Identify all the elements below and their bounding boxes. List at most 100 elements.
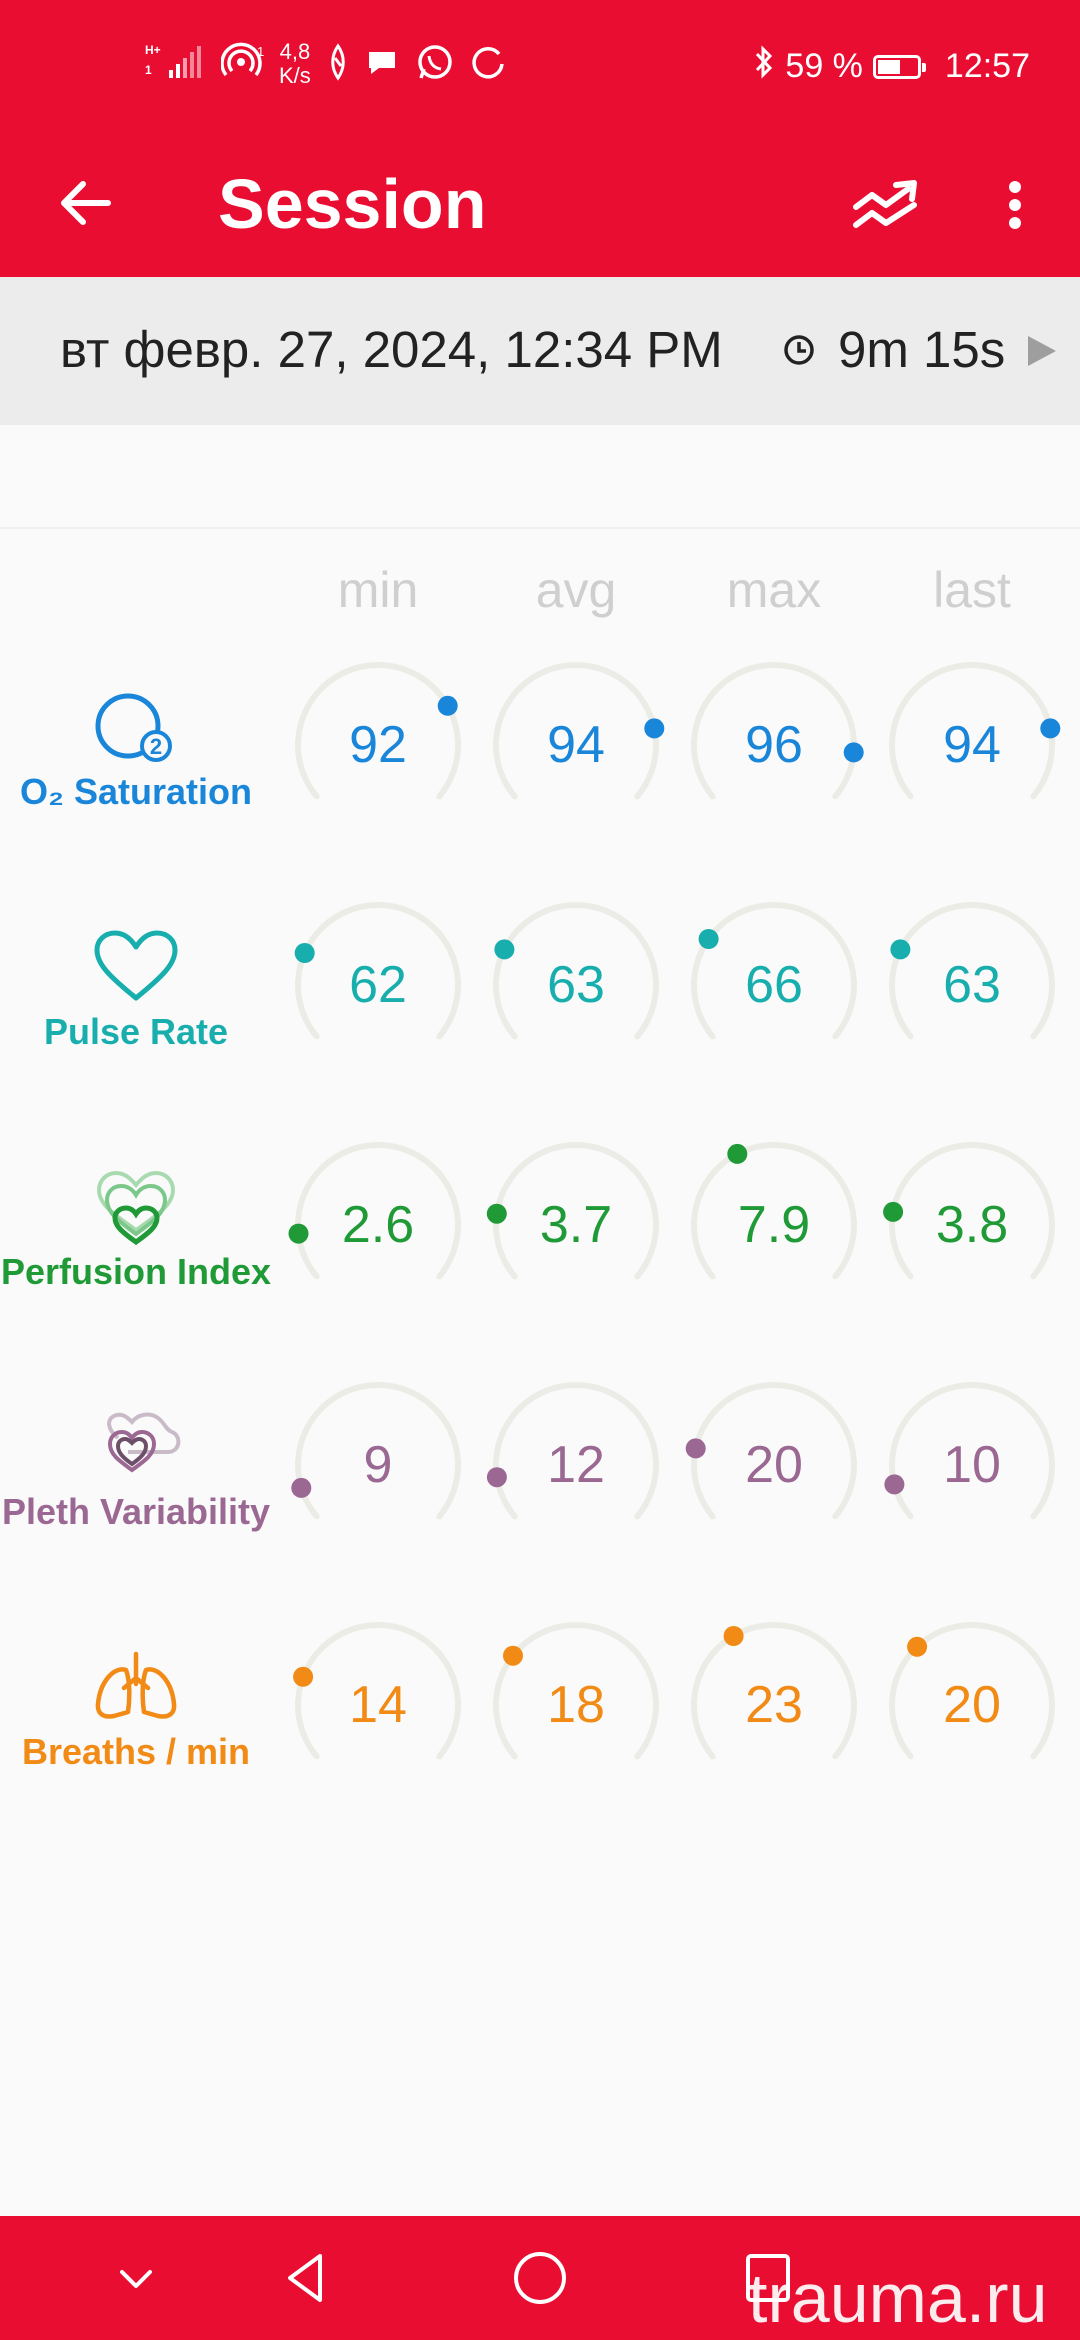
gauge-dot	[890, 939, 911, 960]
more-vert-icon	[1009, 181, 1021, 229]
gauge-value: 14	[349, 1676, 407, 1734]
gauge-track	[889, 1142, 1055, 1280]
gauge-perfusion-avg: 3.7	[481, 1130, 671, 1320]
clock-icon	[784, 335, 814, 365]
gauge-dot	[437, 695, 458, 716]
metric-label-pulse-rate: Pulse Rate	[0, 928, 272, 1054]
gauge-pulse-min: 62	[283, 890, 473, 1080]
gauge-track	[493, 902, 659, 1040]
gauge-pulse-avg: 63	[481, 890, 671, 1080]
gauge-value: 94	[943, 716, 1001, 774]
gauge-dot	[884, 1474, 905, 1495]
play-arrow-icon[interactable]	[1024, 334, 1058, 368]
gauge-dial	[294, 902, 461, 1040]
battery-icon	[872, 54, 926, 79]
gauge-value: 2.6	[341, 1196, 415, 1254]
trends-icon	[853, 180, 917, 228]
status-bar: H+ 1 1 4,8 K/s	[0, 0, 1080, 130]
gauge-pleth-max: 20	[679, 1370, 869, 1560]
svg-text:H+: H+	[145, 43, 161, 57]
gauge-dial	[291, 1382, 461, 1520]
app-notification-icon	[325, 42, 351, 87]
hide-nav-button[interactable]	[104, 2246, 168, 2310]
metric-name: Pulse Rate	[43, 1011, 229, 1052]
gauge-value: 9	[363, 1436, 393, 1494]
nav-back-button[interactable]	[276, 2246, 340, 2310]
gauge-breaths-last: 20	[877, 1610, 1067, 1800]
gauge-dial	[691, 1622, 857, 1760]
gauge-perfusion-min: 2.6	[283, 1130, 473, 1320]
gauge-value: 63	[547, 956, 605, 1014]
gauge-value: 18	[547, 1676, 605, 1734]
gauge-dial	[288, 1142, 461, 1280]
gauge-o2-avg: 94	[481, 650, 671, 840]
gauge-dot	[883, 1201, 904, 1222]
metric-name: O₂ Saturation	[19, 771, 252, 812]
gauge-dot	[644, 718, 665, 739]
message-icon	[365, 42, 401, 87]
gauge-dot	[486, 1203, 507, 1224]
session-date: вт февр. 27, 2024, 12:34 PM	[60, 321, 723, 378]
gauge-dot	[685, 1438, 706, 1459]
nav-recents-button[interactable]	[736, 2246, 800, 2310]
home-icon	[514, 2252, 566, 2304]
gauge-value: 94	[547, 716, 605, 774]
gauge-track	[691, 1382, 857, 1520]
column-header-avg: avg	[535, 562, 617, 618]
gauge-track	[295, 902, 461, 1040]
gauge-dot	[723, 1626, 744, 1646]
metric-label-breaths-per-min: Breaths / min	[0, 1648, 272, 1774]
gauge-dot	[288, 1223, 309, 1244]
gauge-value: 12	[547, 1436, 605, 1494]
o2-saturation-icon: 2	[95, 693, 172, 762]
gauge-track	[493, 1382, 659, 1520]
network-speed: 4,8 K/s	[279, 39, 311, 88]
gauge-dial	[691, 662, 864, 800]
gauge-dial	[884, 1382, 1055, 1520]
battery-percent: 59 %	[785, 47, 863, 85]
gauge-breaths-avg: 18	[481, 1610, 671, 1800]
gauge-dot	[486, 1467, 507, 1488]
gauge-dial	[486, 1382, 659, 1520]
gauge-perfusion-last: 3.8	[877, 1130, 1067, 1320]
gauge-track	[295, 662, 461, 800]
gauge-dial	[889, 662, 1061, 800]
gauge-track	[295, 1382, 461, 1520]
gauge-track	[691, 1622, 857, 1760]
gauge-o2-max: 96	[679, 650, 869, 840]
trends-button[interactable]	[848, 165, 928, 245]
gauge-dot	[1040, 718, 1061, 739]
gauge-track	[889, 1622, 1055, 1760]
metric-name: Perfusion Index	[0, 1251, 272, 1292]
perfusion-hearts-icon	[96, 1170, 176, 1246]
nav-home-button[interactable]	[508, 2246, 572, 2310]
back-button[interactable]	[50, 168, 120, 238]
gauge-track	[691, 1142, 857, 1280]
gauge-dot	[293, 1666, 314, 1687]
hotspot-icon: 1	[220, 42, 265, 87]
gauge-o2-min: 92	[283, 650, 473, 840]
gauge-dot	[698, 929, 719, 949]
gauge-dial	[293, 1622, 461, 1760]
gauge-dial	[691, 1142, 857, 1280]
session-info-bar[interactable]: вт февр. 27, 2024, 12:34 PM 9m 15s	[0, 277, 1080, 425]
watermark: trauma.ru	[748, 2259, 1048, 2337]
metric-label-pleth-variability: Pleth Variability	[0, 1408, 272, 1534]
gauge-value: 63	[943, 956, 1001, 1014]
gauge-track	[889, 1382, 1055, 1520]
gauge-dial	[889, 902, 1055, 1040]
metric-label-o2-saturation: 2 O₂ Saturation	[0, 688, 272, 814]
metric-name: Breaths / min	[21, 1731, 251, 1772]
more-options-button[interactable]	[990, 165, 1040, 245]
recents-icon	[746, 2254, 790, 2302]
gauge-dot	[494, 939, 515, 960]
clock: 12:57	[944, 47, 1030, 85]
gauge-value: 20	[745, 1436, 803, 1494]
gauge-dial	[889, 1622, 1055, 1760]
divider	[0, 527, 1080, 529]
gauge-track	[295, 1622, 461, 1760]
whatsapp-icon	[415, 42, 455, 87]
gauge-value: 7.9	[737, 1196, 811, 1254]
session-duration: 9m 15s	[838, 321, 1006, 378]
gauge-dot	[727, 1143, 748, 1164]
